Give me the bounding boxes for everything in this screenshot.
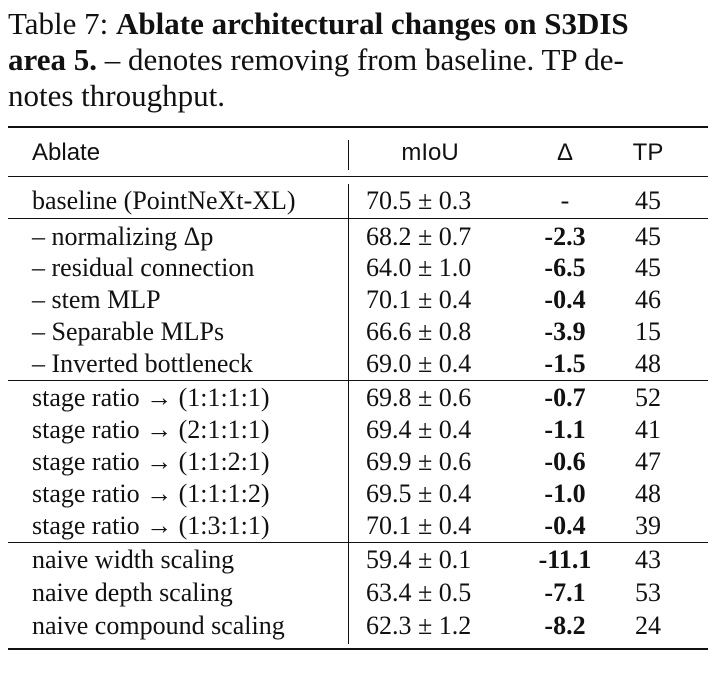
row-ablate: – Separable MLPs bbox=[32, 317, 225, 346]
row-miou: 68.2 ± 0.7 bbox=[366, 222, 472, 251]
header-vertical-rule bbox=[348, 140, 349, 170]
row-miou: 69.8 ± 0.6 bbox=[366, 383, 472, 412]
row-ablate: naive compound scaling bbox=[32, 611, 285, 640]
row-ablate: stage ratio → (1:1:2:1) bbox=[32, 447, 270, 476]
row-miou: 70.1 ± 0.4 bbox=[366, 511, 472, 540]
row-ablate: – residual connection bbox=[32, 253, 255, 282]
group-rule-2 bbox=[8, 380, 708, 381]
row-delta: -1.5 bbox=[544, 349, 586, 378]
row-miou: 63.4 ± 0.5 bbox=[366, 578, 472, 607]
header-tp: TP bbox=[632, 139, 664, 166]
group-rule-3 bbox=[8, 542, 708, 543]
caption-title-part-1: Ablate architectural changes on S3DIS bbox=[116, 6, 629, 41]
caption-line-2: area 5. – denotes removing from baseline… bbox=[8, 42, 708, 78]
row-delta: -11.1 bbox=[538, 545, 592, 574]
row-miou: 69.5 ± 0.4 bbox=[366, 479, 472, 508]
caption-text-3: notes throughput. bbox=[8, 78, 225, 113]
table-bottom-rule bbox=[8, 648, 708, 650]
row-tp: 41 bbox=[635, 415, 661, 444]
row-delta: -6.5 bbox=[544, 253, 586, 282]
header-delta: Δ bbox=[556, 139, 574, 166]
row-tp: 53 bbox=[635, 578, 661, 607]
row-ablate: stage ratio → (1:1:1:2) bbox=[32, 479, 270, 508]
row-ablate: – stem MLP bbox=[32, 285, 161, 314]
caption-label: Table 7: bbox=[8, 6, 109, 41]
row-tp: 45 bbox=[635, 186, 661, 215]
body-vertical-rule bbox=[348, 184, 349, 644]
row-delta: -7.1 bbox=[544, 578, 586, 607]
row-tp: 45 bbox=[635, 222, 661, 251]
header-rule bbox=[8, 176, 708, 177]
row-miou: 62.3 ± 1.2 bbox=[366, 611, 472, 640]
row-delta: -0.4 bbox=[544, 285, 586, 314]
row-tp: 24 bbox=[635, 611, 661, 640]
row-tp: 48 bbox=[635, 349, 661, 378]
caption-text-2: – denotes removing from baseline. TP de- bbox=[104, 42, 624, 77]
row-delta: -0.7 bbox=[544, 383, 586, 412]
row-delta: -1.1 bbox=[544, 415, 586, 444]
row-tp: 43 bbox=[635, 545, 661, 574]
row-tp: 48 bbox=[635, 479, 661, 508]
row-delta: - bbox=[560, 186, 570, 215]
table-top-rule bbox=[8, 126, 708, 128]
row-ablate: naive width scaling bbox=[32, 545, 235, 574]
header-ablate: Ablate bbox=[32, 139, 101, 166]
row-ablate: – Inverted bottleneck bbox=[32, 349, 253, 378]
row-tp: 46 bbox=[635, 285, 661, 314]
row-miou: 64.0 ± 1.0 bbox=[366, 253, 472, 282]
row-miou: 69.0 ± 0.4 bbox=[366, 349, 472, 378]
caption-line-1: Table 7: Ablate architectural changes on… bbox=[8, 6, 708, 42]
row-delta: -8.2 bbox=[544, 611, 586, 640]
row-miou: 70.5 ± 0.3 bbox=[366, 186, 472, 215]
row-tp: 39 bbox=[635, 511, 661, 540]
row-tp: 47 bbox=[635, 447, 661, 476]
row-delta: -3.9 bbox=[544, 317, 586, 346]
row-miou: 69.4 ± 0.4 bbox=[366, 415, 472, 444]
row-miou: 59.4 ± 0.1 bbox=[366, 545, 472, 574]
row-ablate: stage ratio → (2:1:1:1) bbox=[32, 415, 270, 444]
row-ablate: stage ratio → (1:3:1:1) bbox=[32, 511, 270, 540]
row-ablate: naive depth scaling bbox=[32, 578, 233, 607]
caption-title-part-2: area 5. bbox=[8, 42, 97, 77]
group-rule-1 bbox=[8, 218, 708, 219]
row-delta: -1.0 bbox=[544, 479, 586, 508]
row-tp: 45 bbox=[635, 253, 661, 282]
row-ablate: stage ratio → (1:1:1:1) bbox=[32, 383, 270, 412]
table-caption: Table 7: Ablate architectural changes on… bbox=[8, 6, 708, 114]
row-delta: -0.4 bbox=[544, 511, 586, 540]
row-delta: -0.6 bbox=[544, 447, 586, 476]
row-ablate: baseline (PointNeXt-XL) bbox=[32, 186, 296, 215]
row-delta: -2.3 bbox=[544, 222, 586, 251]
header-miou: mIoU bbox=[401, 139, 459, 166]
row-miou: 70.1 ± 0.4 bbox=[366, 285, 472, 314]
row-miou: 69.9 ± 0.6 bbox=[366, 447, 472, 476]
row-ablate: – normalizing Δp bbox=[32, 222, 214, 251]
row-miou: 66.6 ± 0.8 bbox=[366, 317, 472, 346]
row-tp: 15 bbox=[635, 317, 661, 346]
caption-line-3: notes throughput. bbox=[8, 78, 708, 114]
row-tp: 52 bbox=[635, 383, 661, 412]
